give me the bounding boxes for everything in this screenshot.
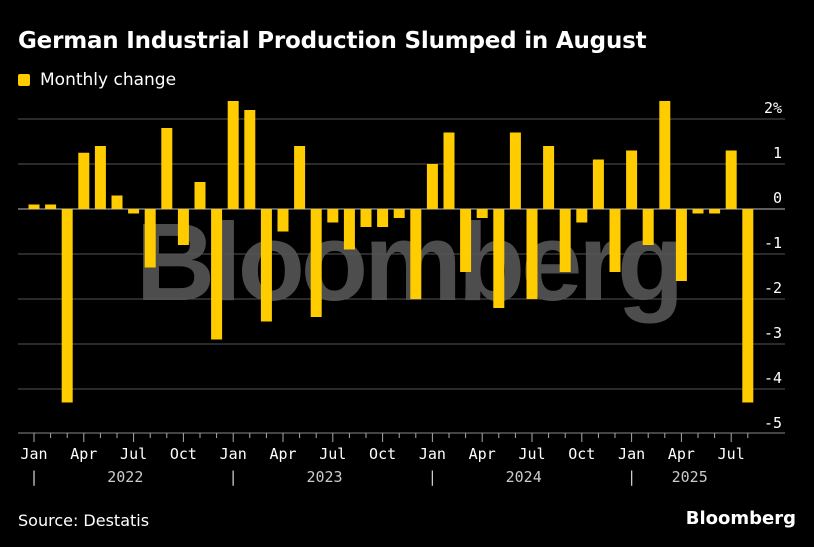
y-tick-label: -1 (764, 234, 782, 252)
bar (443, 132, 455, 209)
bar (277, 209, 289, 232)
bar (260, 209, 272, 322)
bar (161, 128, 173, 209)
x-tick-label: Apr (269, 445, 296, 463)
year-separator: | (428, 468, 437, 486)
year-label: 2023 (306, 468, 342, 486)
bar (642, 209, 654, 245)
bar (576, 209, 588, 223)
bar (559, 209, 571, 272)
bar (675, 209, 687, 281)
bar (410, 209, 422, 299)
x-tick-label: Jan (220, 445, 247, 463)
bar (659, 101, 671, 209)
bar (692, 209, 704, 214)
bar (343, 209, 355, 250)
bar (227, 101, 239, 209)
bar (128, 209, 140, 214)
bar (476, 209, 488, 218)
x-tick-label: Oct (170, 445, 197, 463)
bloomberg-logo: Bloomberg (685, 508, 796, 529)
bar (244, 110, 256, 209)
bar (543, 146, 555, 209)
y-tick-label: 0 (773, 189, 782, 207)
x-tick-label: Oct (568, 445, 595, 463)
bar (144, 209, 156, 268)
bar (94, 146, 106, 209)
x-tick-label: Oct (369, 445, 396, 463)
legend: Monthly change (18, 70, 176, 90)
y-tick-label: -4 (764, 369, 782, 387)
source-note: Source: Destatis (18, 511, 150, 530)
x-tick-label: Jan (618, 445, 645, 463)
x-tick-label: Jul (718, 445, 745, 463)
bar (310, 209, 322, 317)
bar (78, 152, 90, 209)
x-tick-label: Apr (469, 445, 496, 463)
bar (360, 209, 372, 227)
bar (426, 164, 438, 209)
bar (177, 209, 189, 245)
legend-label: Monthly change (40, 70, 177, 90)
bar (609, 209, 621, 272)
x-tick-label: Apr (668, 445, 695, 463)
bar (725, 150, 737, 209)
bar (45, 204, 57, 209)
bar (211, 209, 223, 340)
y-tick-label: 2% (764, 99, 782, 117)
y-tick-label: -2 (764, 279, 782, 297)
bar (294, 146, 306, 209)
year-label: 2024 (506, 468, 542, 486)
legend-swatch (18, 74, 30, 86)
bar (493, 209, 505, 308)
bar (526, 209, 538, 299)
bar (327, 209, 339, 223)
y-tick-label: -5 (764, 414, 782, 432)
bar (377, 209, 389, 227)
bar (742, 209, 754, 403)
x-tick-label: Jan (419, 445, 446, 463)
chart-title: German Industrial Production Slumped in … (18, 28, 647, 54)
x-tick-label: Jan (20, 445, 47, 463)
bar (28, 204, 40, 209)
watermark: Bloomberg (136, 201, 681, 324)
year-separator: | (627, 468, 636, 486)
x-tick-label: Jul (319, 445, 346, 463)
bar (709, 209, 721, 214)
x-tick-label: Apr (70, 445, 97, 463)
bar (509, 132, 521, 209)
x-tick-label: Jul (120, 445, 147, 463)
year-label: 2025 (672, 468, 708, 486)
bar (393, 209, 405, 218)
year-label: 2022 (107, 468, 143, 486)
bar (460, 209, 472, 272)
bar (626, 150, 638, 209)
bar (194, 182, 206, 209)
y-tick-label: 1 (773, 144, 782, 162)
year-separator: | (29, 468, 38, 486)
x-tick-label: Jul (518, 445, 545, 463)
chart: Bloomberg 2% 1 0 -1 -2 -3 -4 -5 Jan Apr Jul Oct Jan Ap… (18, 99, 785, 486)
bar (61, 209, 73, 403)
bar (111, 195, 123, 209)
y-tick-label: -3 (764, 324, 782, 342)
bar (592, 159, 604, 209)
year-separator: | (229, 468, 238, 486)
